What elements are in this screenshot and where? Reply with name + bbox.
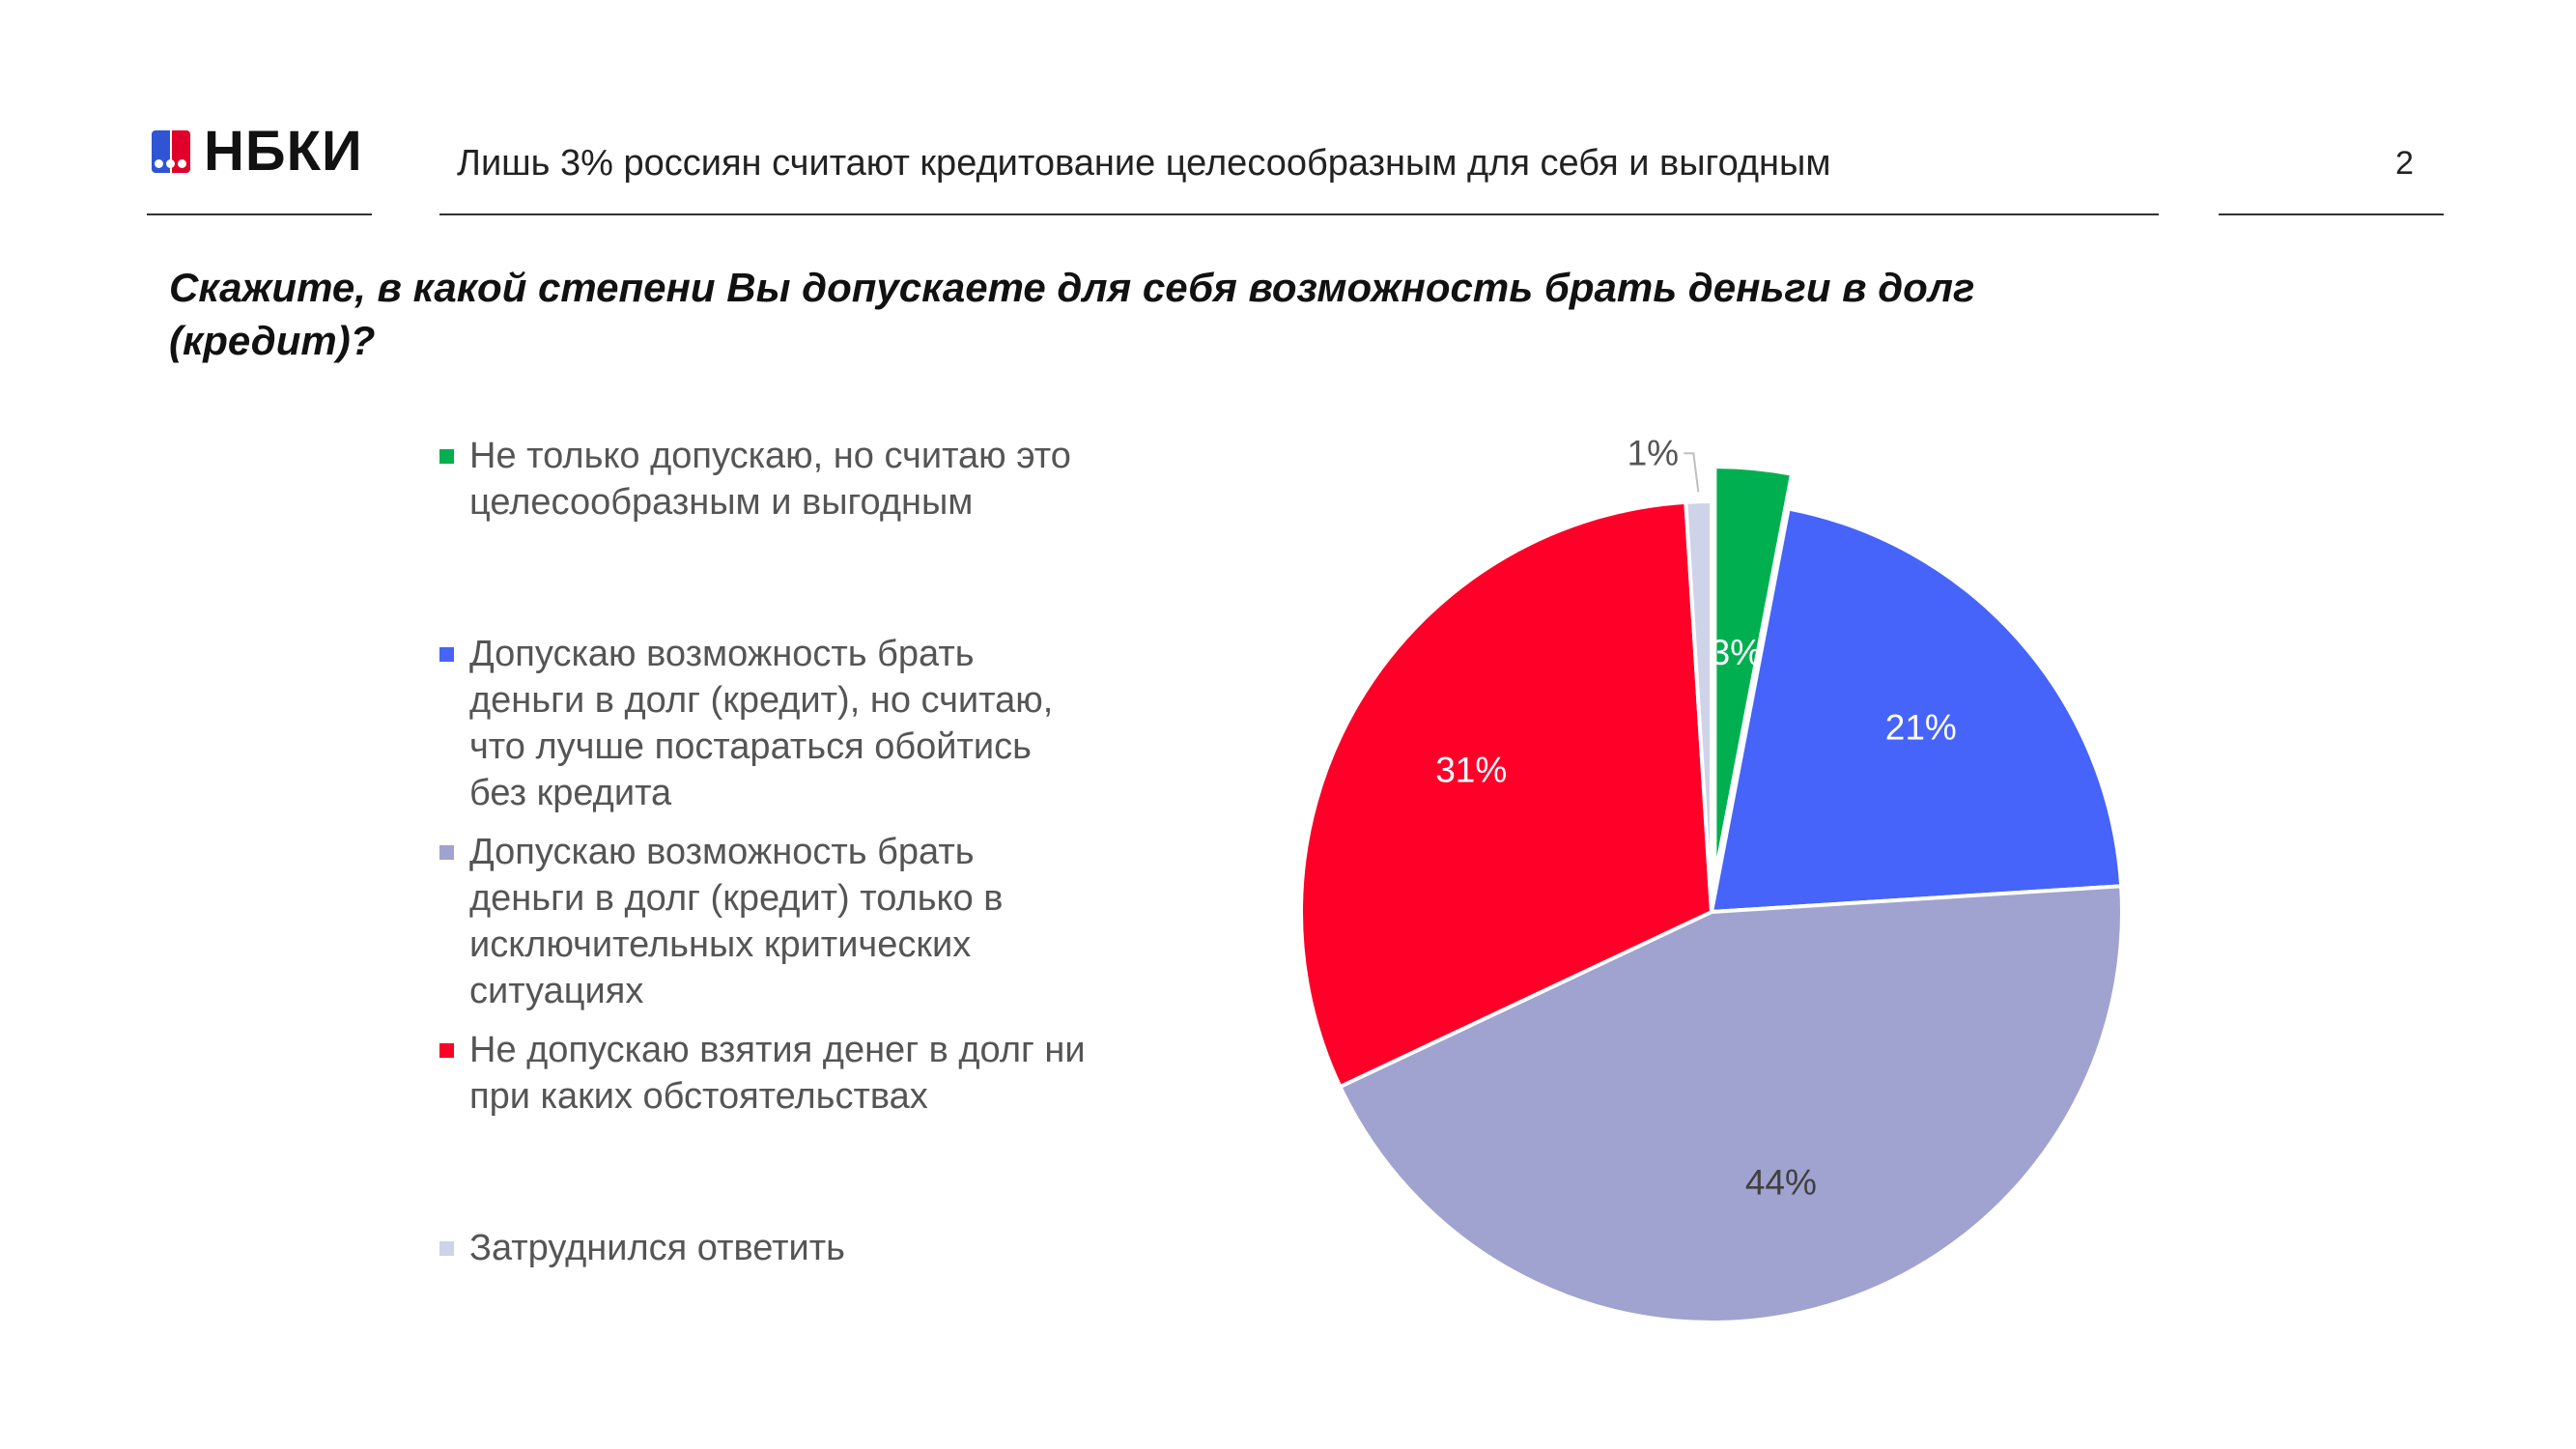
logo-mark-icon (152, 130, 190, 173)
legend-item: Затруднился ответить (439, 1225, 1088, 1271)
header-rule-middle (439, 213, 2159, 215)
legend-swatch (439, 845, 454, 860)
legend-swatch (439, 1241, 454, 1256)
pie-slice (1299, 499, 1714, 1090)
legend-swatch (439, 647, 454, 662)
legend-item: Допускаю возможность брать деньги в долг… (439, 631, 1088, 816)
pie-slice (1713, 465, 1795, 878)
legend-label: Допускаю возможность брать деньги в долг… (469, 634, 1054, 813)
legend-item: Не только допускаю, но считаю это целесо… (439, 433, 1088, 526)
pie-slice-label: 21% (1885, 707, 1957, 747)
header-title: Лишь 3% россиян считают кредитование цел… (457, 143, 1831, 184)
pie-slice-label: 3% (1711, 633, 1762, 672)
legend-item: Допускаю возможность брать деньги в долг… (439, 829, 1088, 1014)
legend-label: Не только допускаю, но считаю это целесо… (469, 436, 1071, 523)
legend-swatch (439, 1043, 454, 1058)
question-text: Скажите, в какой степени Вы допускаете д… (169, 265, 1975, 363)
pie-leader-line (1684, 452, 1700, 493)
legend-label: Допускаю возможность брать деньги в долг… (469, 832, 1004, 1011)
pie-slice-label: 31% (1435, 750, 1507, 789)
legend-label: Не допускаю взятия денег в долг ни при к… (469, 1030, 1086, 1117)
logo: НБКИ (152, 124, 363, 180)
pie-slice (1709, 506, 2124, 915)
header-rule-left (147, 213, 372, 215)
legend-item: Не допускаю взятия денег в долг ни при к… (439, 1027, 1088, 1120)
page-number: 2 (2395, 145, 2414, 182)
logo-text: НБКИ (204, 120, 363, 183)
pie-slice (1684, 498, 1713, 913)
pie-slice-label: 1% (1628, 434, 1679, 473)
header-rule-right (2219, 213, 2444, 215)
pie-slice-label: 44% (1745, 1162, 1817, 1202)
legend-swatch (439, 449, 454, 464)
legend-label: Затруднился ответить (469, 1228, 845, 1268)
